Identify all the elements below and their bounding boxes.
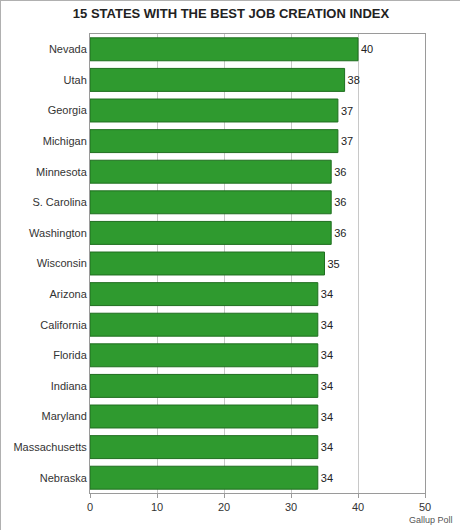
svg-text:0: 0 <box>87 501 93 513</box>
svg-text:Nevada: Nevada <box>49 43 88 55</box>
svg-text:Michigan: Michigan <box>43 135 87 147</box>
svg-text:37: 37 <box>341 105 353 117</box>
svg-text:Georgia: Georgia <box>48 104 88 116</box>
svg-text:Gallup Poll: Gallup Poll <box>409 515 453 525</box>
svg-text:36: 36 <box>334 196 346 208</box>
svg-text:36: 36 <box>334 227 346 239</box>
svg-text:20: 20 <box>218 501 230 513</box>
svg-text:34: 34 <box>321 288 333 300</box>
svg-text:Indiana: Indiana <box>51 380 88 392</box>
svg-text:Nebraska: Nebraska <box>40 472 88 484</box>
svg-text:34: 34 <box>321 411 333 423</box>
svg-text:34: 34 <box>321 319 333 331</box>
svg-text:40: 40 <box>361 43 373 55</box>
svg-text:34: 34 <box>321 349 333 361</box>
svg-text:34: 34 <box>321 441 333 453</box>
svg-text:50: 50 <box>419 501 431 513</box>
svg-text:California: California <box>40 319 87 331</box>
svg-text:10: 10 <box>151 501 163 513</box>
svg-text:Washington: Washington <box>29 227 87 239</box>
svg-text:37: 37 <box>341 135 353 147</box>
svg-text:36: 36 <box>334 166 346 178</box>
svg-text:30: 30 <box>285 501 297 513</box>
svg-text:Minnesota: Minnesota <box>36 166 88 178</box>
svg-text:Maryland: Maryland <box>42 410 87 422</box>
svg-text:40: 40 <box>352 501 364 513</box>
svg-text:Wisconsin: Wisconsin <box>37 257 87 269</box>
svg-text:Utah: Utah <box>64 74 87 86</box>
svg-text:Arizona: Arizona <box>50 288 88 300</box>
svg-text:38: 38 <box>348 74 360 86</box>
svg-text:34: 34 <box>321 472 333 484</box>
svg-text:34: 34 <box>321 380 333 392</box>
svg-text:35: 35 <box>328 258 340 270</box>
svg-text:Florida: Florida <box>53 349 88 361</box>
svg-text:Massachusetts: Massachusetts <box>13 441 87 453</box>
svg-text:15 STATES WITH THE BEST JOB CR: 15 STATES WITH THE BEST JOB CREATION IND… <box>73 6 390 21</box>
svg-text:S. Carolina: S. Carolina <box>32 196 87 208</box>
